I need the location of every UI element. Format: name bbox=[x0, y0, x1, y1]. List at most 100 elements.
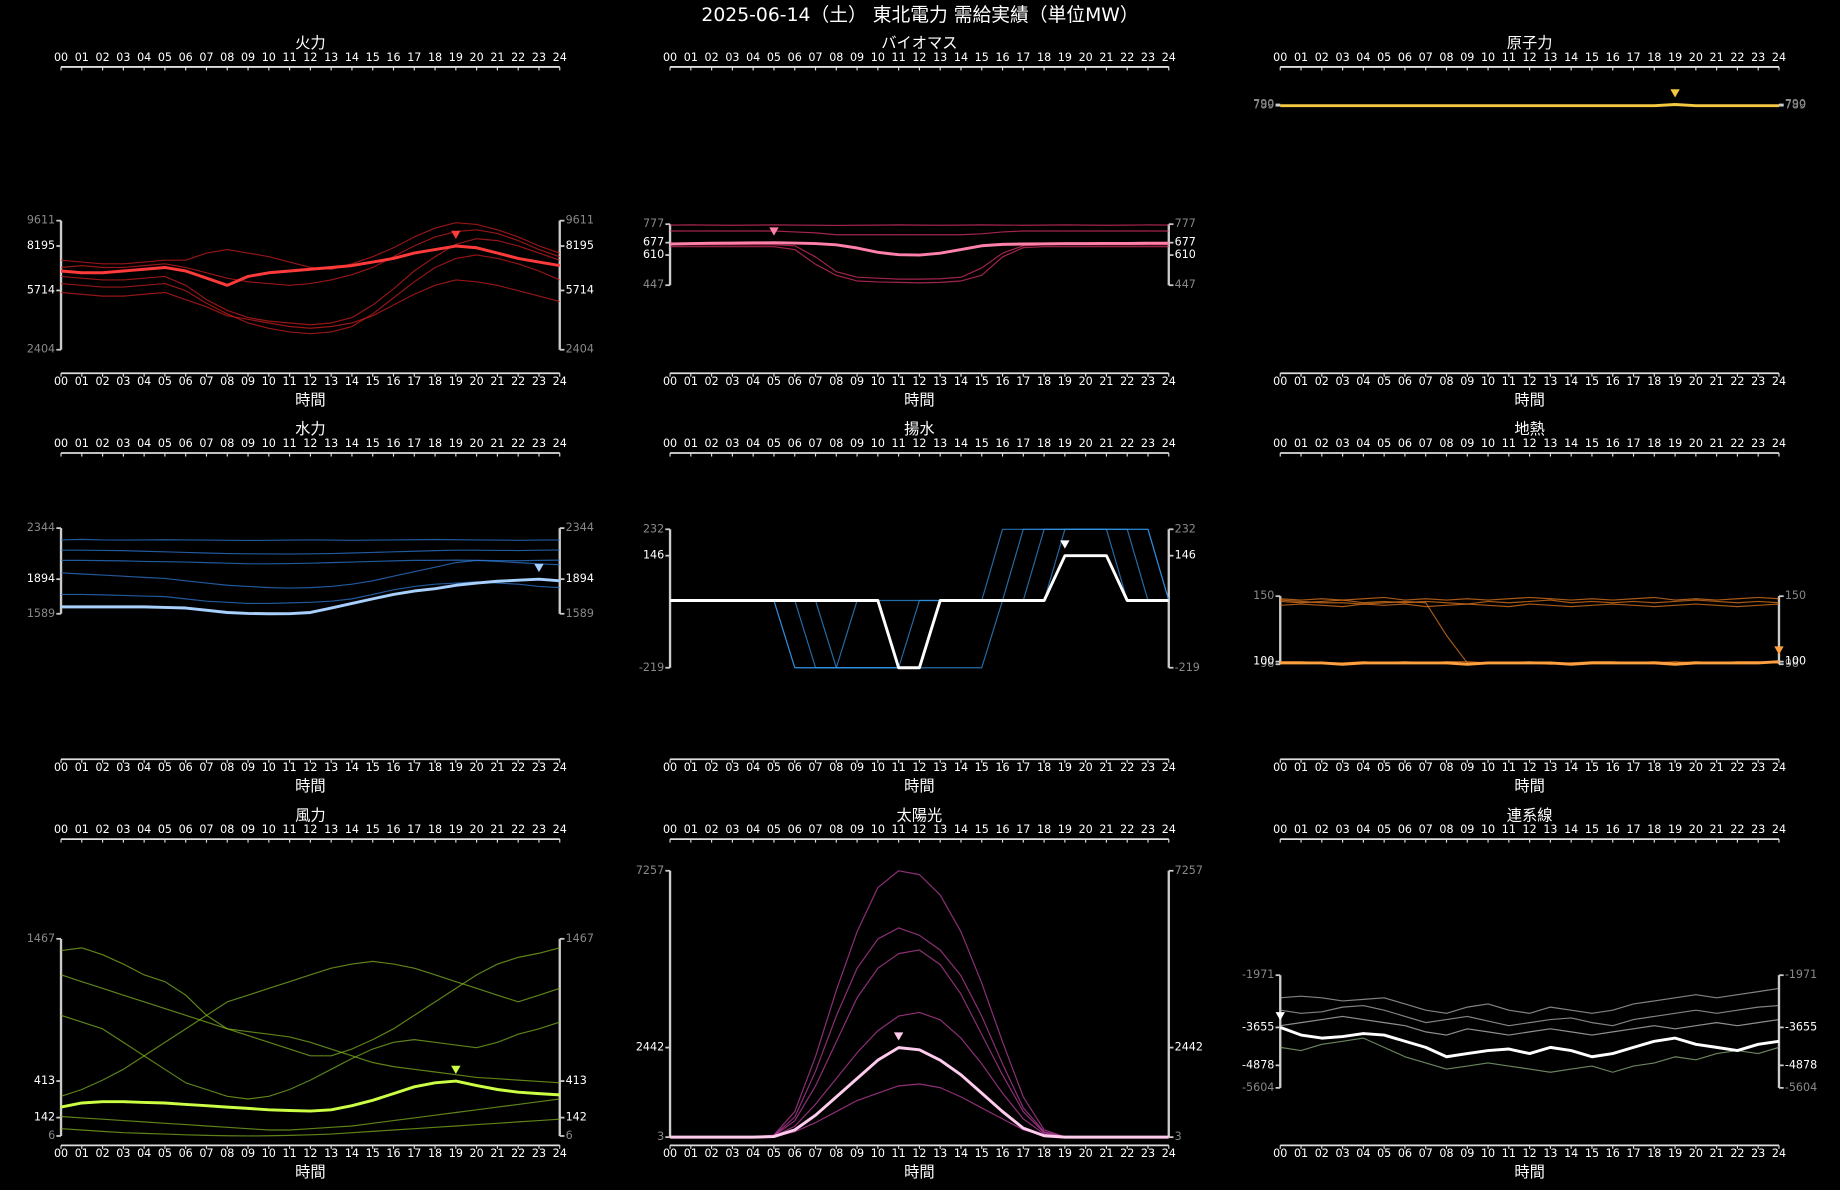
hour-label: 12 bbox=[912, 823, 926, 836]
hour-label: 11 bbox=[892, 761, 906, 774]
hour-label: 16 bbox=[995, 823, 1009, 836]
hour-label: 22 bbox=[1730, 51, 1744, 64]
hour-label: 09 bbox=[850, 51, 864, 64]
hour-label: 23 bbox=[532, 51, 546, 64]
y-tick-label: 150 bbox=[1785, 589, 1806, 602]
hour-label: 19 bbox=[1058, 437, 1072, 450]
y-tick-label: 2344 bbox=[566, 521, 594, 534]
hour-label: 23 bbox=[1751, 437, 1765, 450]
hour-label: 10 bbox=[871, 437, 885, 450]
hour-label: 08 bbox=[220, 823, 234, 836]
hour-label: 23 bbox=[1141, 375, 1155, 388]
hour-label: 10 bbox=[871, 375, 885, 388]
y-tick-label: -1971 bbox=[1242, 968, 1274, 981]
hour-label: 14 bbox=[1564, 761, 1578, 774]
hour-label: 01 bbox=[1294, 437, 1308, 450]
hour-label: 05 bbox=[158, 437, 172, 450]
hour-label: 02 bbox=[705, 761, 719, 774]
y-tick-label: 1467 bbox=[27, 932, 55, 945]
hour-label: 09 bbox=[241, 1147, 255, 1160]
line bbox=[60, 1098, 560, 1131]
hour-label: 03 bbox=[1336, 375, 1350, 388]
x-axis-label: 時間 bbox=[904, 391, 934, 409]
hour-label: 24 bbox=[553, 1147, 567, 1160]
hour-label: 12 bbox=[1523, 51, 1537, 64]
hour-label: 07 bbox=[1419, 1147, 1433, 1160]
hour-label: 20 bbox=[470, 437, 484, 450]
hour-label: 03 bbox=[725, 1147, 739, 1160]
y-tick-label: 146 bbox=[1175, 549, 1196, 562]
hour-label: 17 bbox=[1016, 51, 1030, 64]
hour-label: 08 bbox=[1439, 761, 1453, 774]
hour-label: 16 bbox=[1606, 375, 1620, 388]
hour-label: 17 bbox=[1016, 437, 1030, 450]
hour-label: 06 bbox=[1398, 761, 1412, 774]
hour-label: 16 bbox=[386, 823, 400, 836]
hour-label: 00 bbox=[1273, 761, 1287, 774]
hour-label: 06 bbox=[1398, 1147, 1412, 1160]
hour-label: 09 bbox=[850, 1147, 864, 1160]
y-tick-label: 610 bbox=[1175, 248, 1196, 261]
hour-label: 06 bbox=[1398, 437, 1412, 450]
hour-label: 12 bbox=[303, 823, 317, 836]
hour-label: 23 bbox=[532, 1147, 546, 1160]
y-tick-label: 413 bbox=[566, 1074, 587, 1087]
hour-label: 09 bbox=[1460, 1147, 1474, 1160]
hour-label: 21 bbox=[490, 437, 504, 450]
panel-title: 原子力 bbox=[1507, 34, 1553, 52]
hour-label: 04 bbox=[746, 51, 760, 64]
hour-label: 10 bbox=[871, 51, 885, 64]
panel: バイオマス 00 01 02 03 04 05 06 07 08 09 10 11 12 13 14 15 16 1… bbox=[643, 34, 1196, 409]
hour-label: 22 bbox=[511, 51, 525, 64]
hour-label: 08 bbox=[1439, 437, 1453, 450]
hour-label: 07 bbox=[199, 437, 213, 450]
x-axis-label: 時間 bbox=[1514, 391, 1545, 409]
hour-label: 12 bbox=[1523, 1147, 1537, 1160]
hour-label: 15 bbox=[366, 51, 380, 64]
x-axis-label: 時間 bbox=[295, 1163, 326, 1181]
hour-label: 07 bbox=[199, 51, 213, 64]
hour-label: 02 bbox=[1315, 437, 1329, 450]
y-tick-label: 1467 bbox=[566, 932, 594, 945]
hour-label: 21 bbox=[490, 51, 504, 64]
highlight-line bbox=[1280, 660, 1780, 666]
hour-label: 00 bbox=[54, 823, 68, 836]
hour-label: 16 bbox=[386, 51, 400, 64]
max-marker bbox=[1275, 1012, 1285, 1021]
hour-label: 18 bbox=[1037, 375, 1051, 388]
hour-label: 08 bbox=[829, 375, 843, 388]
y-tick-label: 1894 bbox=[27, 572, 55, 585]
hour-label: 02 bbox=[1315, 761, 1329, 774]
hour-label: 03 bbox=[116, 823, 130, 836]
hour-label: 08 bbox=[829, 437, 843, 450]
hour-label: 17 bbox=[1626, 761, 1640, 774]
hour-label: 06 bbox=[179, 761, 193, 774]
hour-label: 19 bbox=[1668, 823, 1682, 836]
hour-label: 09 bbox=[241, 823, 255, 836]
hour-label: 10 bbox=[262, 823, 276, 836]
hour-label: 19 bbox=[1058, 823, 1072, 836]
hour-label: 03 bbox=[116, 761, 130, 774]
hour-label: 12 bbox=[303, 761, 317, 774]
hour-label: 04 bbox=[746, 823, 760, 836]
hour-label: 07 bbox=[808, 375, 822, 388]
hour-label: 15 bbox=[366, 1147, 380, 1160]
hour-label: 02 bbox=[1315, 1147, 1329, 1160]
hour-label: 06 bbox=[788, 51, 802, 64]
hour-label: 04 bbox=[1356, 1147, 1370, 1160]
hour-label: 00 bbox=[54, 51, 68, 64]
hour-label: 14 bbox=[1564, 51, 1578, 64]
hour-label: 08 bbox=[1439, 51, 1453, 64]
hour-label: 13 bbox=[324, 51, 338, 64]
hour-label: 10 bbox=[262, 437, 276, 450]
hour-label: 24 bbox=[553, 51, 567, 64]
y-tick-label: -3655 bbox=[1242, 1020, 1274, 1033]
hour-label: 20 bbox=[470, 375, 484, 388]
hour-label: 21 bbox=[1710, 761, 1724, 774]
y-tick-label: 2442 bbox=[636, 1041, 664, 1054]
highlight-line bbox=[60, 244, 560, 287]
hour-label: 00 bbox=[54, 375, 68, 388]
y-tick-label: 98 bbox=[1260, 657, 1274, 670]
hour-label: 20 bbox=[1689, 375, 1703, 388]
hour-label: 14 bbox=[954, 761, 968, 774]
